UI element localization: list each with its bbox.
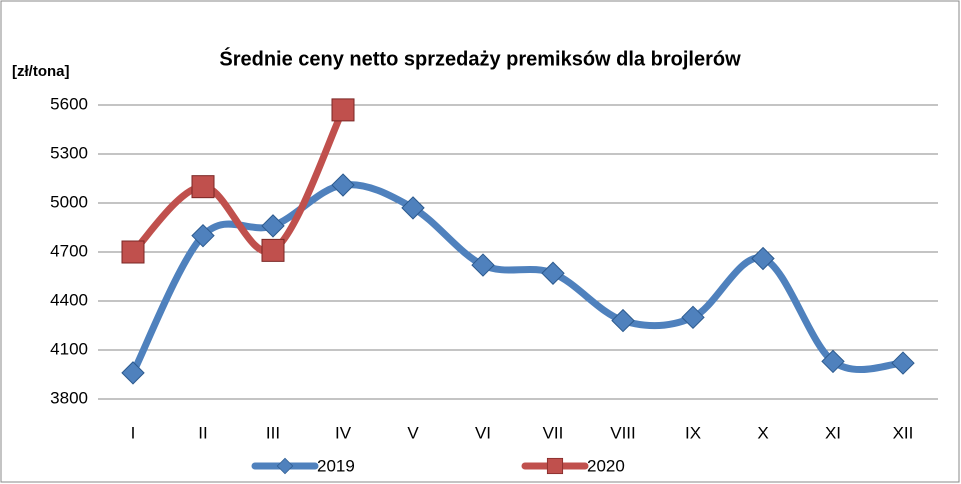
marker (331, 173, 355, 197)
x-tick-label: III (266, 423, 280, 442)
x-tick-label: VI (475, 423, 491, 442)
series-line (129, 106, 347, 256)
y-tick-label: 5600 (50, 94, 88, 113)
x-tick-label: VIII (610, 423, 636, 442)
y-tick-label: 5300 (50, 143, 88, 162)
y-axis-label: [zł/tona] (12, 63, 70, 80)
x-tick-label: I (131, 423, 136, 442)
x-tick-label: V (407, 423, 419, 442)
x-tick-label: II (198, 423, 207, 442)
x-tick-label: X (757, 423, 768, 442)
x-tick-label: XI (825, 423, 841, 442)
marker (611, 308, 635, 333)
marker (261, 214, 285, 238)
y-tick-label: 5000 (50, 192, 88, 211)
legend-label: 2020 (587, 456, 625, 475)
marker (261, 238, 285, 262)
marker (121, 361, 145, 385)
marker (471, 253, 495, 277)
marker (541, 261, 565, 285)
marker (331, 98, 355, 122)
marker (681, 305, 705, 330)
marker (401, 196, 425, 220)
y-tick-label: 3800 (50, 388, 88, 407)
marker (191, 223, 215, 248)
marker (751, 246, 775, 271)
x-tick-label: XII (893, 423, 914, 442)
y-tick-label: 4100 (50, 339, 88, 358)
marker (191, 175, 215, 199)
y-tick-label: 4400 (50, 290, 88, 309)
x-tick-label: VII (543, 423, 564, 442)
legend-marker (276, 457, 294, 475)
marker (121, 240, 145, 264)
marker (891, 351, 915, 375)
marker (821, 349, 845, 374)
legend-label: 2019 (317, 456, 355, 475)
x-tick-label: IV (335, 423, 352, 442)
x-tick-label: IX (685, 423, 701, 442)
chart-title: Średnie ceny netto sprzedaży premiksów d… (219, 46, 741, 70)
y-tick-label: 4700 (50, 241, 88, 260)
legend-marker (546, 457, 564, 475)
series-line (129, 181, 907, 377)
